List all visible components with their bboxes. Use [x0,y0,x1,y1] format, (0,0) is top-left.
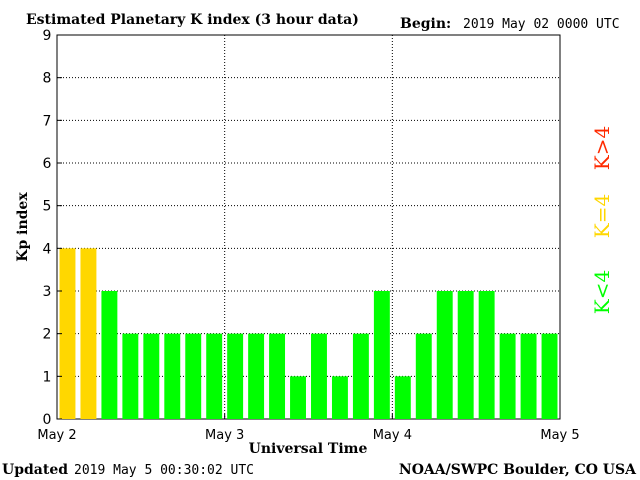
source-credit: NOAA/SWPC Boulder, CO USA [399,462,637,478]
kp-bar [248,333,265,419]
legend-low: K<4 [590,270,614,314]
kp-bar [122,333,139,419]
begin-label: Begin: [400,16,451,32]
grid-lines [57,35,560,419]
y-tick-label: 6 [43,156,52,172]
x-tick-label: May 2 [37,428,76,443]
begin-value: 2019 May 02 0000 UTC [463,17,620,32]
y-axis-ticks: 0 1 2 3 4 5 6 7 8 9 [43,28,62,428]
kp-bar [185,333,202,419]
kp-bar [499,333,516,419]
legend-high: K>4 [590,126,614,170]
plot-frame [56,34,561,420]
kp-bar [227,333,244,419]
y-tick-label: 0 [43,412,52,428]
y-tick-label: 4 [43,241,52,257]
y-tick-label: 2 [43,327,52,343]
x-axis-label: Universal Time [249,441,368,457]
y-tick-label: 5 [43,199,52,215]
y-tick-label: 7 [43,113,52,129]
kp-bar [269,333,286,419]
kp-bar [436,291,453,419]
kp-bar [541,333,558,419]
kp-bar [352,333,369,419]
chart-title: Estimated Planetary K index (3 hour data… [26,12,359,28]
y-tick-label: 8 [43,71,52,87]
kp-bar [373,291,390,419]
kp-bar [290,376,306,419]
updated-value: 2019 May 5 00:30:02 UTC [74,463,254,478]
kp-bar [311,333,327,419]
kp-bar [206,333,223,419]
y-tick-label: 9 [43,28,52,44]
kp-bar [394,376,411,419]
bars [59,248,558,419]
kp-bar [331,376,348,419]
updated-label: Updated [2,462,68,478]
kp-bar [457,291,474,419]
y-axis-label: Kp index [15,192,31,262]
kp-bar [80,248,97,419]
kp-bar [101,291,118,419]
kp-bar [415,333,432,419]
kp-bar [520,333,537,419]
kp-bar [478,291,495,419]
x-tick-label: May 5 [540,428,579,443]
x-axis-ticks: May 2 May 3 May 4 May 5 [37,414,580,443]
kp-bar [143,333,160,419]
x-tick-label: May 3 [205,428,244,443]
y-tick-label: 3 [43,284,52,300]
x-tick-label: May 4 [373,428,412,443]
legend-mid: K=4 [590,194,614,238]
y-tick-label: 1 [43,369,52,385]
kp-bar [59,248,76,419]
kp-bar [164,333,181,419]
